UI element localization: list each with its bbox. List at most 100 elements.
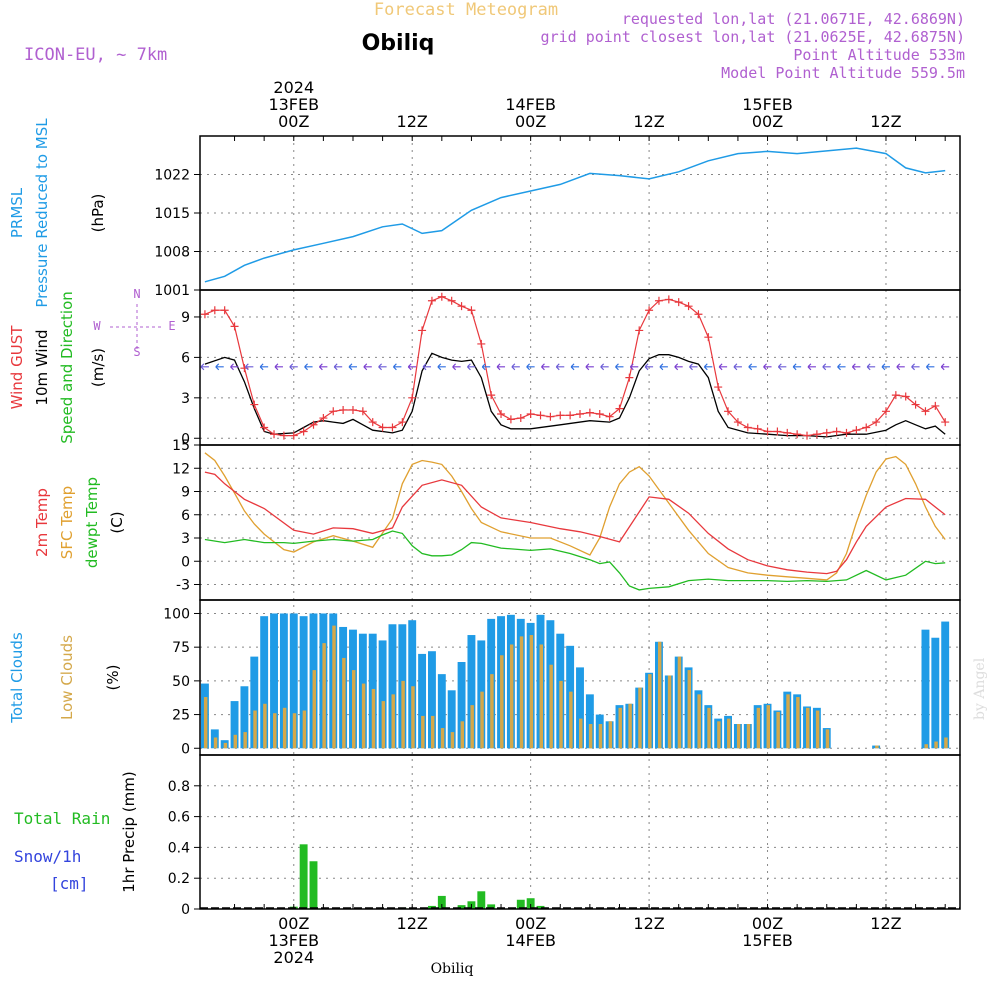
- wind-direction-arrow: [452, 363, 461, 371]
- low-cloud-bar: [470, 705, 474, 749]
- wind-direction-arrow: [481, 363, 491, 371]
- y-tick-label: -3: [176, 578, 190, 594]
- low-cloud-bar: [243, 732, 247, 749]
- wind-gust-point: [674, 298, 683, 307]
- low-cloud-bar: [352, 670, 356, 749]
- total-cloud-bar: [388, 624, 397, 749]
- wind-gust-point: [566, 411, 575, 420]
- low-cloud-bar: [657, 641, 662, 749]
- wind-direction-arrow: [363, 363, 372, 371]
- time-label-top: 14FEB: [505, 95, 556, 114]
- wind-direction-arrow: [555, 363, 565, 371]
- wind-gust-point: [911, 400, 920, 409]
- y-tick-label: 50: [172, 674, 190, 690]
- compass-cross: [110, 304, 162, 350]
- wind-gust-point: [605, 412, 614, 421]
- location-title: Obiliq: [362, 31, 435, 56]
- wind-direction-arrow: [777, 363, 787, 371]
- grid-point-coords: grid point closest lon,lat (21.0625E, 42…: [541, 28, 965, 46]
- low-cloud-bar: [539, 644, 543, 749]
- total-cloud-bar: [289, 613, 298, 749]
- wind-direction-arrow: [629, 363, 639, 371]
- wind-direction-arrow: [541, 363, 550, 371]
- wind-gust-point: [664, 295, 673, 304]
- credit: by Angel: [972, 657, 988, 720]
- low-cloud-bar: [223, 742, 228, 749]
- panel-label: Total Clouds: [8, 632, 26, 724]
- low-cloud-bar: [263, 703, 267, 749]
- wind-gust-point: [822, 428, 831, 437]
- low-cloud-bar: [559, 680, 563, 749]
- total-cloud-bar: [279, 613, 288, 749]
- precip-legend-item: Snow/1h: [14, 847, 81, 866]
- wind-gust-point: [329, 407, 338, 416]
- rain-bar: [457, 905, 466, 909]
- wind-gust-point: [694, 310, 703, 319]
- panel-label: Speed and Direction: [58, 291, 76, 444]
- total-cloud-bar: [921, 629, 930, 749]
- panel-label: (%): [104, 665, 122, 691]
- wind-direction-arrow: [733, 363, 742, 371]
- low-cloud-bar: [648, 674, 652, 749]
- time-label-top: 2024: [273, 78, 314, 97]
- wind-direction-arrow: [718, 363, 728, 371]
- panel-label: Pressure Reduced to MSL: [33, 118, 51, 308]
- total-cloud-bar: [418, 653, 427, 749]
- wind-gust-point: [654, 296, 663, 305]
- time-label-top: 12Z: [397, 112, 428, 131]
- wind-direction-arrow: [748, 363, 757, 371]
- low-cloud-bar: [707, 707, 711, 749]
- wind-gust-point: [585, 408, 594, 417]
- panel-label: 2m Temp: [33, 488, 51, 557]
- low-cloud-bar: [529, 635, 534, 749]
- low-cloud-bar: [203, 697, 208, 749]
- total-cloud-bar: [408, 620, 417, 749]
- wind-gust-point: [487, 391, 496, 400]
- wind-direction-arrow: [763, 363, 772, 371]
- wind-gust-point: [645, 306, 654, 315]
- wind-gust-point: [437, 292, 446, 301]
- wind-direction-arrow: [496, 363, 506, 371]
- wind-gust-point: [891, 391, 900, 400]
- wind-gust-point: [832, 427, 841, 436]
- time-label-top: 00Z: [278, 112, 309, 131]
- wind-gust-point: [724, 407, 733, 416]
- time-label-top: 12Z: [870, 112, 901, 131]
- time-label-top: 00Z: [515, 112, 546, 131]
- panel-label: (hPa): [89, 194, 107, 233]
- wind-gust-point: [299, 427, 308, 436]
- wind-direction-arrow: [822, 363, 831, 371]
- precip-legend-item: [cm]: [50, 874, 89, 893]
- panel-label: dewpt Temp: [83, 477, 101, 568]
- compass-s: S: [133, 345, 140, 359]
- y-tick-label: 6: [181, 508, 190, 524]
- low-cloud-bar: [588, 724, 593, 749]
- low-cloud-bar: [628, 703, 632, 749]
- precip-legend-item: Total Rain: [14, 809, 110, 828]
- wind-gust-point: [753, 424, 762, 433]
- total-cloud-bar: [240, 686, 249, 749]
- rain-bar: [526, 898, 535, 909]
- wind-gust-point: [408, 393, 417, 402]
- wind-gust-line: [204, 296, 946, 437]
- rain-bar: [487, 904, 496, 909]
- y-tick-label: 75: [172, 640, 190, 656]
- low-cloud-bar: [253, 710, 257, 749]
- rain-bar: [536, 905, 545, 909]
- low-cloud-bar: [302, 710, 307, 749]
- low-cloud-bar: [233, 734, 238, 749]
- grid-layer: [200, 136, 960, 910]
- low-cloud-bar: [391, 694, 395, 749]
- rain-bar: [516, 899, 525, 909]
- wind-gust-point: [477, 339, 486, 348]
- wind-gust-point: [812, 430, 821, 439]
- y-tick-label: 3: [181, 531, 190, 547]
- total-cloud-bar: [260, 616, 269, 749]
- low-cloud-bar: [213, 737, 218, 749]
- compass-e: E: [168, 319, 175, 333]
- wind-gust-point: [339, 405, 348, 414]
- wind-direction-arrow: [215, 363, 224, 371]
- rain-bar: [299, 844, 308, 909]
- panel-label: Low Clouds: [58, 635, 76, 720]
- panel-label: 1hr Precip (mm): [120, 771, 138, 892]
